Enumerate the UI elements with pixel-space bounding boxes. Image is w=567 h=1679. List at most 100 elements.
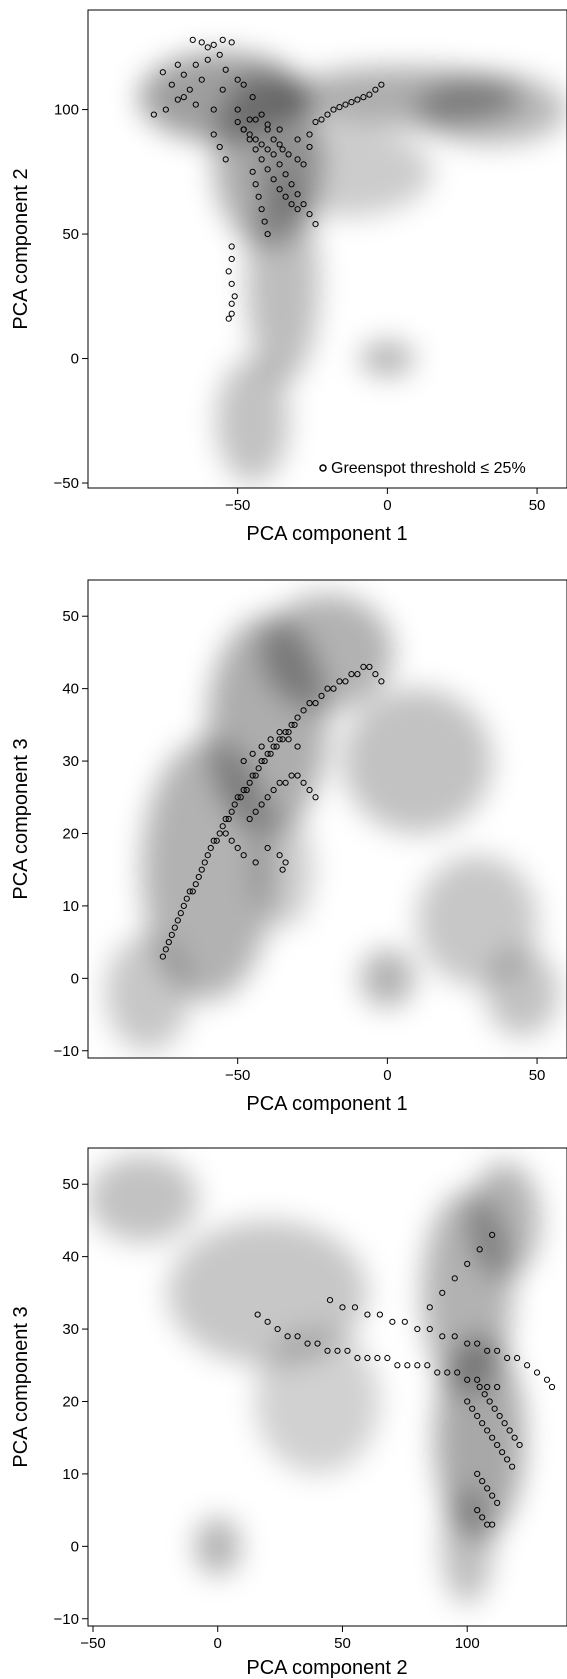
data-point	[360, 663, 367, 671]
data-point	[213, 837, 220, 844]
data-point	[474, 1376, 481, 1383]
y-tick-label: 0	[71, 1538, 79, 1555]
data-point	[372, 86, 379, 93]
data-point	[326, 1296, 334, 1304]
y-tick-label: −10	[54, 1611, 79, 1628]
data-point	[261, 218, 268, 225]
data-point	[312, 700, 319, 707]
data-point	[264, 794, 271, 801]
data-point	[364, 1354, 371, 1362]
data-point	[258, 141, 265, 148]
data-point	[484, 1383, 491, 1391]
data-point	[288, 772, 295, 779]
data-point	[258, 743, 265, 750]
x-tick-label: 0	[214, 1635, 222, 1652]
data-point	[246, 815, 253, 823]
data-point	[159, 69, 166, 76]
data-point	[204, 852, 211, 859]
data-point	[274, 1325, 281, 1333]
data-point	[312, 118, 319, 126]
x-tick-label: −50	[225, 1067, 250, 1084]
data-point	[228, 837, 235, 844]
data-point	[312, 221, 319, 228]
data-point	[252, 808, 259, 815]
data-point	[189, 36, 196, 43]
data-point	[494, 1499, 501, 1506]
data-point	[294, 743, 301, 750]
data-point	[240, 852, 247, 859]
data-point	[204, 56, 211, 63]
y-tick-label: 10	[62, 1466, 79, 1483]
data-point	[330, 685, 337, 692]
x-axis-label: PCA component 1	[246, 1093, 407, 1115]
y-tick-label: 40	[62, 1249, 79, 1266]
data-point	[222, 815, 229, 823]
legend: Greenspot threshold ≤ 25%	[319, 460, 526, 477]
data-point	[228, 243, 235, 250]
data-point	[479, 1514, 486, 1521]
data-point	[394, 1362, 401, 1369]
plot-frame	[87, 9, 567, 489]
density-region	[434, 1336, 525, 1540]
data-point	[216, 830, 223, 837]
data-point	[207, 844, 214, 852]
data-point	[228, 310, 235, 317]
y-tick-label: 50	[62, 608, 79, 625]
data-point	[489, 1231, 496, 1239]
data-point	[270, 151, 277, 158]
data-point	[489, 1521, 496, 1528]
data-point	[180, 902, 187, 910]
y-tick-label: −50	[54, 475, 79, 492]
data-point	[548, 1383, 556, 1391]
data-point	[264, 230, 271, 238]
data-point	[288, 201, 295, 208]
data-point	[270, 786, 277, 794]
data-point	[183, 895, 190, 902]
data-point	[336, 103, 343, 111]
data-point	[476, 1383, 483, 1391]
data-point	[324, 1347, 331, 1354]
x-tick-label: −50	[225, 497, 250, 514]
data-point	[210, 41, 217, 48]
data-point	[252, 859, 259, 866]
chart-panel-1: −50 0 50 −50 0 50 100 PCA component 1 PCA comp…	[10, 9, 567, 545]
data-point	[474, 1340, 481, 1347]
data-point	[291, 721, 298, 728]
x-axis-label: PCA component 1	[246, 523, 407, 545]
plot-frame	[87, 579, 567, 1059]
data-point	[434, 1369, 441, 1376]
data-point	[496, 1412, 503, 1420]
density-region	[216, 358, 289, 484]
data-point	[533, 1369, 541, 1376]
data-point	[273, 743, 280, 750]
data-point	[464, 1398, 471, 1405]
data-point	[486, 1398, 493, 1405]
data-point	[378, 81, 385, 88]
x-tick-label: 50	[529, 497, 546, 514]
data-point	[276, 736, 283, 743]
data-point	[276, 126, 283, 133]
data-point	[288, 721, 295, 728]
data-point	[484, 1485, 491, 1492]
y-tick-label: 50	[62, 1176, 79, 1193]
data-point	[216, 143, 223, 151]
data-point	[216, 51, 223, 58]
data-point	[264, 166, 271, 173]
data-point	[174, 61, 181, 68]
y-tick-label: 0	[71, 351, 79, 368]
data-point	[234, 794, 241, 801]
density-region	[360, 949, 415, 1008]
data-point	[252, 136, 259, 143]
y-tick-label: 10	[62, 898, 79, 915]
data-point	[288, 181, 295, 188]
data-point	[514, 1354, 521, 1362]
data-point	[267, 736, 274, 743]
data-point	[162, 946, 169, 953]
data-point	[192, 61, 199, 68]
data-point	[249, 94, 256, 101]
data-point	[186, 888, 193, 895]
data-point	[252, 772, 259, 779]
data-point	[294, 772, 301, 779]
data-point	[231, 801, 238, 808]
